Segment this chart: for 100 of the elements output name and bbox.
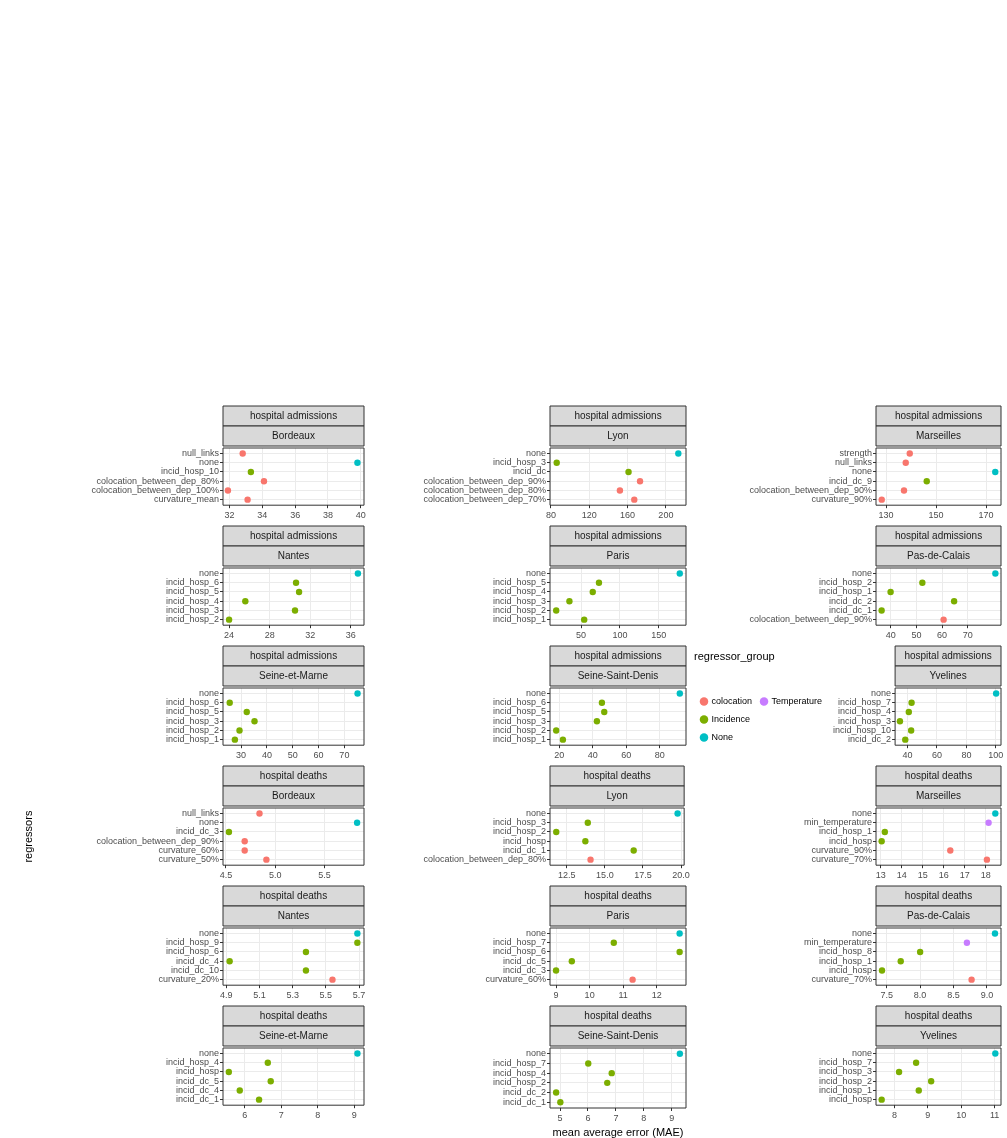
chart-title: hospital admissions <box>904 649 992 661</box>
point <box>354 939 361 946</box>
chart-title: hospital deaths <box>259 769 328 781</box>
point <box>629 976 636 983</box>
y-tick-label: incid_hosp_3 <box>492 715 546 726</box>
point <box>907 727 915 734</box>
legend-label: Incidence <box>711 713 751 724</box>
point <box>919 579 926 586</box>
y-tick-label: strength <box>839 448 872 459</box>
point <box>354 570 362 577</box>
point <box>916 948 924 956</box>
x-tick-label: 8 <box>891 1110 897 1121</box>
x-tick-label: 40 <box>587 750 598 761</box>
x-tick-label: 10 <box>956 1110 967 1121</box>
y-tick-label: curvature_90% <box>811 494 872 505</box>
point <box>557 1098 564 1106</box>
point <box>595 579 603 586</box>
y-tick-label: incid_hosp <box>828 835 872 846</box>
x-tick-label: 60 <box>931 750 942 761</box>
x-tick-label: 40 <box>885 630 896 641</box>
y-tick-label: curvature_50% <box>158 854 219 865</box>
x-tick-label: 11 <box>618 990 628 1001</box>
point <box>992 1050 999 1057</box>
y-tick-label: colocation_between_dep_80% <box>96 475 219 486</box>
y-tick-label: incid_dc_1 <box>502 1096 546 1107</box>
y-tick-label: incid_dc_3 <box>502 964 546 975</box>
point <box>950 598 958 605</box>
chart-title: hospital admissions <box>249 529 338 541</box>
point <box>251 718 258 725</box>
point <box>244 496 251 503</box>
y-tick-label: incid_hosp_2 <box>165 724 219 735</box>
x-tick-label: 16 <box>938 870 949 881</box>
x-tick-label: 11 <box>989 1110 1000 1121</box>
chart-subtitle: Seine-Saint-Denis <box>577 1029 659 1041</box>
y-tick-label: none <box>851 466 872 477</box>
point <box>636 478 644 485</box>
y-tick-label: incid_dc_1 <box>828 604 872 615</box>
x-tick-label: 12.5 <box>558 870 576 881</box>
y-tick-label: incid_dc_1 <box>502 844 546 855</box>
point <box>559 736 567 743</box>
point <box>263 856 270 863</box>
y-tick-label: colocation_between_dep_100% <box>91 484 219 495</box>
point <box>225 616 233 623</box>
y-tick-label: incid_hosp_3 <box>492 817 546 828</box>
y-tick-label: incid_hosp_3 <box>165 604 219 615</box>
point <box>226 958 233 965</box>
point <box>968 976 975 983</box>
y-tick-label: null_links <box>834 457 873 468</box>
y-tick-label: incid_hosp_10 <box>160 466 219 477</box>
chart-title: hospital deaths <box>583 769 651 781</box>
y-tick-label: curvature_20% <box>158 974 219 985</box>
chart-subtitle: Bordeaux <box>272 789 315 801</box>
point <box>329 976 336 983</box>
y-tick-label: curvature_70% <box>811 854 872 865</box>
point <box>302 948 310 956</box>
y-tick-label: incid_hosp_6 <box>165 577 219 588</box>
point <box>992 468 999 476</box>
y-tick-label: colocation_between_dep_90% <box>96 835 219 846</box>
y-tick-label: none <box>525 448 546 459</box>
legend-label: None <box>711 731 734 742</box>
y-tick-label: incid_dc_3 <box>175 826 219 837</box>
x-tick-label: 13 <box>875 870 886 881</box>
y-tick-label: incid_hosp_4 <box>165 595 219 606</box>
y-tick-label: colocation_between_dep_70% <box>423 494 546 505</box>
x-tick-label: 40 <box>261 750 272 761</box>
x-tick-label: 150 <box>651 630 667 641</box>
legend-label: Temperature <box>771 695 823 706</box>
point <box>553 459 560 466</box>
x-tick-label: 60 <box>937 630 948 641</box>
y-tick-label: incid_hosp_3 <box>165 715 219 726</box>
x-tick-label: 4.9 <box>220 990 233 1001</box>
chart-title: hospital deaths <box>904 1009 973 1021</box>
point <box>601 708 608 716</box>
x-tick-label: 70 <box>339 750 350 761</box>
point <box>260 478 268 485</box>
x-tick-label: 80 <box>545 510 556 521</box>
chart-title: hospital admissions <box>249 409 338 421</box>
x-tick-label: 50 <box>287 750 298 761</box>
chart-subtitle: Seine-et-Marne <box>259 1029 329 1041</box>
point <box>264 1059 272 1066</box>
y-tick-label: incid_hosp_3 <box>492 457 546 468</box>
point <box>226 699 233 706</box>
x-tick-label: 5.0 <box>269 870 282 881</box>
x-tick-label: 7 <box>278 1110 284 1121</box>
point <box>267 1078 274 1085</box>
y-tick-label: min_temperature <box>803 937 872 948</box>
point <box>675 450 682 457</box>
point <box>568 958 576 965</box>
x-tick-label: 7 <box>613 1112 619 1123</box>
point <box>354 1050 361 1057</box>
point <box>676 930 683 937</box>
chart-subtitle: Pas-de-Calais <box>907 909 970 921</box>
chart-title: hospital deaths <box>584 889 652 901</box>
y-tick-label: colocation_between_dep_90% <box>749 484 872 495</box>
x-tick-label: 170 <box>978 510 994 521</box>
y-tick-label: none <box>198 817 219 828</box>
point <box>630 847 637 854</box>
x-tick-label: 60 <box>313 750 324 761</box>
chart-subtitle: Lyon <box>607 429 629 441</box>
y-tick-label: incid_hosp <box>828 964 872 975</box>
